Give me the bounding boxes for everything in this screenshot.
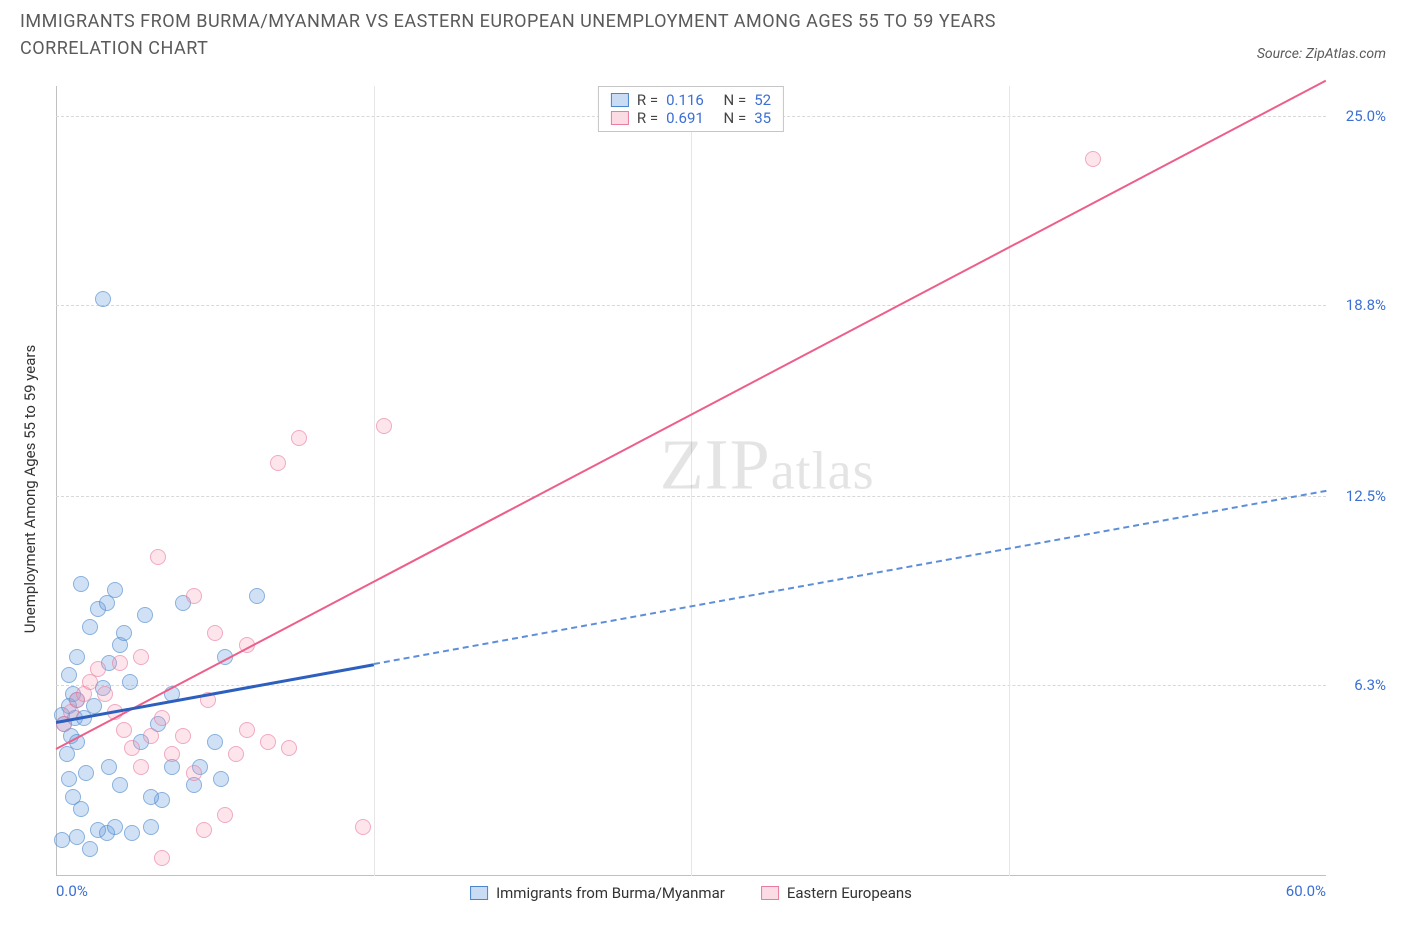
data-point (260, 734, 276, 750)
data-point (122, 674, 138, 690)
data-point (73, 576, 89, 592)
data-point (143, 728, 159, 744)
legend-row-pink: R = 0.691 N = 35 (611, 109, 771, 127)
data-point (124, 740, 140, 756)
data-point (107, 819, 123, 835)
data-point (143, 819, 159, 835)
data-point (270, 455, 286, 471)
data-point (207, 625, 223, 641)
data-point (249, 588, 265, 604)
data-point (112, 655, 128, 671)
data-point (355, 819, 371, 835)
data-point (213, 771, 229, 787)
data-point (196, 822, 212, 838)
y-tick-label: 6.3% (1336, 676, 1386, 694)
swatch-blue-icon (470, 886, 488, 900)
data-point (78, 765, 94, 781)
y-tick-label: 18.8% (1336, 296, 1386, 314)
data-point (82, 841, 98, 857)
y-axis-label: Unemployment Among Ages 55 to 59 years (21, 345, 39, 633)
data-point (54, 832, 70, 848)
data-point (112, 777, 128, 793)
data-point (1085, 151, 1101, 167)
swatch-pink-icon (611, 111, 629, 125)
data-point (61, 667, 77, 683)
data-point (143, 789, 159, 805)
data-point (228, 746, 244, 762)
data-point (133, 759, 149, 775)
data-point (150, 549, 166, 565)
gridline-v (1009, 86, 1010, 876)
data-point (154, 710, 170, 726)
data-point (69, 829, 85, 845)
gridline-v (374, 86, 375, 876)
data-point (175, 728, 191, 744)
data-point (154, 850, 170, 866)
series-legend: Immigrants from Burma/Myanmar Eastern Eu… (470, 884, 912, 902)
data-point (186, 588, 202, 604)
y-tick-label: 25.0% (1336, 107, 1386, 125)
data-point (69, 649, 85, 665)
data-point (164, 746, 180, 762)
legend-row-blue: R = 0.116 N = 52 (611, 91, 771, 109)
data-point (291, 430, 307, 446)
data-point (95, 291, 111, 307)
data-point (239, 722, 255, 738)
data-point (65, 789, 81, 805)
chart-title: IMMIGRANTS FROM BURMA/MYANMAR VS EASTERN… (20, 8, 1120, 62)
swatch-blue-icon (611, 93, 629, 107)
data-point (186, 765, 202, 781)
x-tick-label: 0.0% (56, 882, 88, 900)
scatter-chart: ZIPatlas R = 0.116 N = 52 R = 0.691 N = … (56, 86, 1326, 876)
data-point (124, 825, 140, 841)
data-point (217, 807, 233, 823)
y-tick-label: 12.5% (1336, 487, 1386, 505)
legend-item-blue: Immigrants from Burma/Myanmar (470, 884, 725, 902)
data-point (281, 740, 297, 756)
data-point (376, 418, 392, 434)
data-point (97, 686, 113, 702)
correlation-legend: R = 0.116 N = 52 R = 0.691 N = 35 (598, 86, 784, 132)
data-point (116, 625, 132, 641)
data-point (207, 734, 223, 750)
swatch-pink-icon (761, 886, 779, 900)
data-point (61, 771, 77, 787)
data-point (90, 661, 106, 677)
trend-line (373, 490, 1326, 665)
plot-area (56, 86, 1326, 876)
x-tick-label: 60.0% (1286, 882, 1326, 900)
chart-header: IMMIGRANTS FROM BURMA/MYANMAR VS EASTERN… (0, 0, 1406, 66)
gridline-v (691, 86, 692, 876)
source-attribution: Source: ZipAtlas.com (1257, 46, 1386, 62)
data-point (101, 759, 117, 775)
legend-item-pink: Eastern Europeans (761, 884, 912, 902)
data-point (137, 607, 153, 623)
data-point (107, 582, 123, 598)
data-point (82, 619, 98, 635)
data-point (133, 649, 149, 665)
data-point (116, 722, 132, 738)
